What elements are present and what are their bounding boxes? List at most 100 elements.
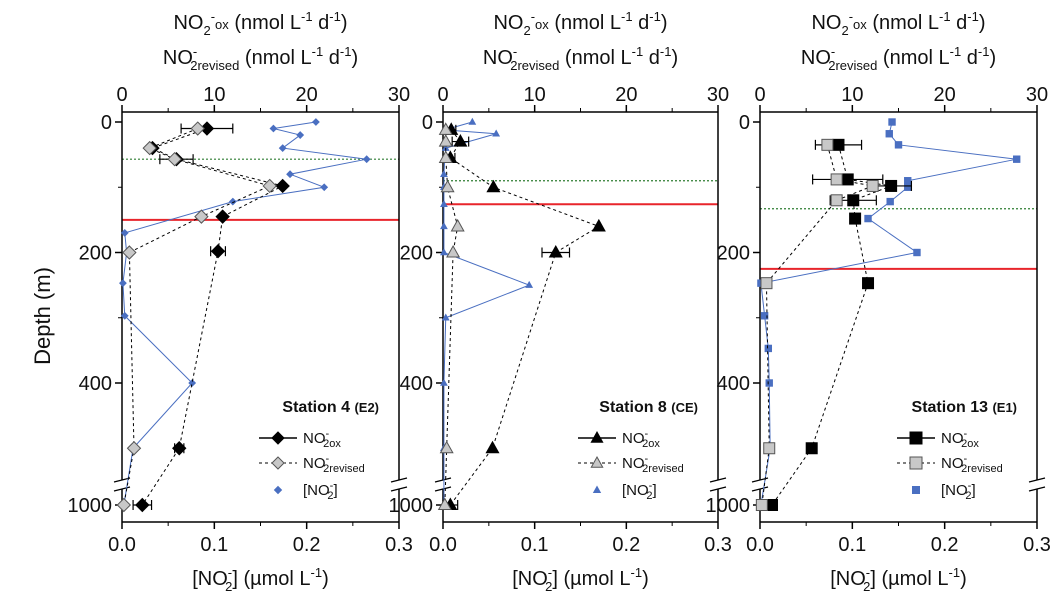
- top-title-suffix: revised: [835, 58, 877, 73]
- no2-ox-point: [841, 173, 854, 186]
- no2-ox-point: [486, 179, 501, 193]
- no2-concentration-point: [904, 183, 912, 191]
- no2-ox-point: [805, 442, 818, 455]
- top-title-unit: (nmol L: [229, 12, 301, 34]
- legend-tail: ]: [971, 482, 975, 499]
- depth-tick-label: 200: [717, 243, 750, 265]
- no2-ox-line: [771, 144, 894, 506]
- bottom-title-exp: -1: [949, 565, 961, 580]
- bottom-tick-label: 0.2: [931, 534, 959, 556]
- no2-concentration-point: [864, 214, 872, 223]
- legend-revised-label: NO-2revised: [303, 453, 365, 475]
- no2-ox-point: [849, 212, 862, 225]
- bottom-title: [NO-2] (µmol L-1): [830, 565, 967, 594]
- no2-ox-point: [453, 134, 468, 147]
- top-tick-label: 10: [841, 84, 863, 106]
- no2-revised-point: [446, 244, 461, 258]
- no2-concentration-point: [765, 379, 773, 387]
- legend-suffix: ox: [967, 438, 979, 450]
- legend-tail: ]: [652, 482, 656, 499]
- no2-revised-point: [438, 150, 453, 163]
- top-title-ox: NO2-ox (nmol L-1 d-1): [493, 9, 667, 38]
- top-title-base: NO: [483, 47, 513, 69]
- axis-break-mark: [113, 486, 131, 492]
- top-title-ox: NO2-ox (nmol L-1 d-1): [811, 9, 985, 38]
- legend-suffix: revised: [967, 463, 1002, 475]
- legend-ox-label: NO-2ox: [941, 428, 979, 450]
- legend-sub: 2: [323, 463, 329, 475]
- top-title-sub: 2: [841, 23, 848, 38]
- legend-suffix: ox: [648, 438, 660, 450]
- axis-break-mark: [751, 486, 769, 492]
- top-title-sub: 2: [203, 23, 210, 38]
- top-title-unit: ): [979, 12, 986, 34]
- station-title: Station 13 (E1): [912, 399, 1017, 416]
- top-title-exp: -1: [939, 9, 951, 24]
- legend-no2-marker: [592, 485, 602, 493]
- no2-ox-point: [135, 497, 150, 513]
- no2-revised-point: [167, 151, 182, 167]
- top-title-charge: -: [513, 44, 517, 59]
- legend-no2-label: [NO-2]: [941, 480, 976, 502]
- top-title-unit: ): [661, 12, 668, 34]
- top-title-unit: ): [351, 47, 358, 69]
- no2-ox-point: [885, 179, 898, 192]
- legend-sub: 2: [965, 490, 971, 502]
- no2-concentration-point: [362, 155, 371, 164]
- top-title-unit: (nmol L: [867, 12, 939, 34]
- station-code: (CE): [671, 400, 698, 415]
- top-tick-label: 0: [437, 84, 448, 106]
- no2-concentration-point: [228, 197, 237, 206]
- no2-ox-line: [141, 128, 285, 506]
- no2-concentration-point: [311, 118, 320, 126]
- station-code: (E2): [354, 400, 379, 415]
- legend-sub: 2: [646, 490, 652, 502]
- no2-concentration-point: [119, 279, 127, 288]
- top-title-unit: d: [643, 47, 660, 69]
- top-tick-label: 0: [754, 84, 765, 106]
- top-title-exp: -1: [340, 44, 352, 59]
- top-tick-label: 30: [707, 84, 729, 106]
- top-title-charge: -: [193, 44, 197, 59]
- no2-revised-point: [116, 497, 132, 513]
- top-title-unit: d: [951, 12, 968, 34]
- top-title-unit: d: [961, 47, 978, 69]
- top-title-unit: (nmol L: [239, 47, 311, 69]
- no2-revised-point: [440, 179, 455, 193]
- legend-sub: 2: [961, 463, 967, 475]
- top-title-suffix: ox: [215, 17, 229, 32]
- bottom-title-unit: ): [960, 568, 967, 590]
- no2-concentration-point: [440, 222, 448, 230]
- axis-break-mark: [709, 486, 727, 492]
- legend-charge: -: [964, 428, 968, 440]
- top-tick-label: 20: [934, 84, 956, 106]
- legend-ox-marker: [271, 431, 285, 445]
- top-tick-label: 20: [615, 84, 637, 106]
- depth-tick-label: 0: [739, 112, 750, 134]
- no2-concentration-point: [764, 344, 773, 353]
- bottom-tick-label: 0.1: [200, 534, 228, 556]
- legend-suffix: revised: [329, 463, 364, 475]
- legend-base: NO: [941, 455, 964, 472]
- axis-break-mark: [709, 477, 727, 483]
- no2-concentration-point: [269, 124, 278, 133]
- no2-ox-point: [862, 277, 875, 290]
- legend-sub: 2: [642, 438, 648, 450]
- axis-break-mark: [390, 477, 408, 483]
- top-title-sub: 2: [510, 58, 517, 73]
- legend-sub: 2: [323, 438, 329, 450]
- top-title-suffix: ox: [535, 17, 549, 32]
- depth-tick-label: 1000: [68, 495, 113, 517]
- legend-charge: -: [649, 480, 653, 492]
- top-title-unit: (nmol L: [559, 47, 631, 69]
- no2-revised-line: [123, 128, 272, 506]
- no2-revised-point: [450, 218, 465, 232]
- top-title-unit: ): [341, 12, 348, 34]
- bottom-tick-label: 0.0: [108, 534, 136, 556]
- no2-revised-point: [830, 194, 843, 207]
- bottom-title-charge: -: [228, 565, 232, 580]
- no2-revised-point: [438, 134, 453, 147]
- top-title-exp: -1: [649, 9, 661, 24]
